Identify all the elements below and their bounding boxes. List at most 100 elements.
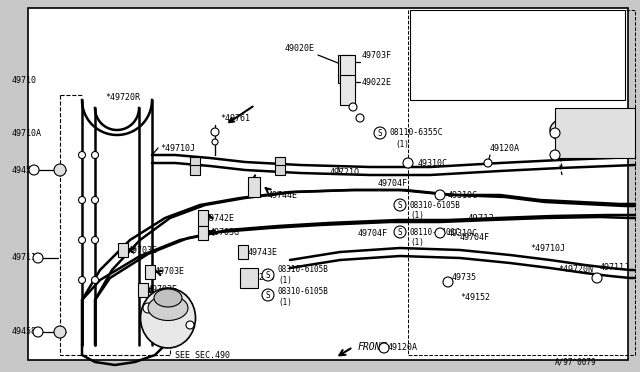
Bar: [190, 157, 200, 167]
Text: 08310-6105B: 08310-6105B: [278, 288, 329, 296]
Text: 49704F: 49704F: [460, 232, 490, 241]
Text: FRONT: FRONT: [358, 342, 387, 352]
Circle shape: [550, 128, 560, 138]
Text: (1): (1): [395, 140, 409, 148]
Bar: [275, 157, 285, 167]
Ellipse shape: [550, 112, 630, 148]
Bar: [340, 75, 355, 105]
Bar: [198, 226, 208, 240]
Text: *49720R: *49720R: [105, 93, 140, 102]
Text: 49022E: 49022E: [362, 77, 392, 87]
Bar: [338, 55, 352, 83]
Text: 49703E: 49703E: [128, 246, 158, 254]
Circle shape: [550, 150, 560, 160]
Bar: [240, 268, 258, 288]
Text: S: S: [397, 201, 403, 209]
Ellipse shape: [141, 288, 195, 348]
Text: (1): (1): [278, 276, 292, 285]
Circle shape: [212, 139, 218, 145]
Bar: [238, 245, 248, 259]
Text: 49721Q: 49721Q: [330, 167, 360, 176]
Ellipse shape: [148, 295, 188, 321]
Text: 08310-6105B: 08310-6105B: [410, 201, 461, 209]
Text: (1)PART CODE 49721Q CONSISTS OF: (1)PART CODE 49721Q CONSISTS OF: [414, 33, 565, 42]
Text: 08110-6355C: 08110-6355C: [390, 128, 444, 137]
Text: *49152: *49152: [460, 294, 490, 302]
Text: 08110-8401C: 08110-8401C: [410, 228, 461, 237]
Bar: [340, 55, 355, 87]
Text: (2)PART CODE 49713 CONSISTS OF: (2)PART CODE 49713 CONSISTS OF: [414, 65, 560, 74]
Bar: [410, 10, 625, 100]
Circle shape: [394, 199, 406, 211]
Circle shape: [92, 276, 99, 283]
Circle shape: [143, 303, 153, 313]
Text: S: S: [378, 128, 382, 138]
Text: 49703F: 49703F: [362, 51, 392, 60]
Circle shape: [443, 277, 453, 287]
Circle shape: [79, 151, 86, 158]
Circle shape: [92, 196, 99, 203]
Circle shape: [92, 237, 99, 244]
Text: (1): (1): [278, 298, 292, 307]
Circle shape: [349, 103, 357, 111]
Text: 49743E: 49743E: [248, 247, 278, 257]
Bar: [138, 283, 148, 297]
Ellipse shape: [154, 289, 182, 307]
Text: 49742E: 49742E: [205, 214, 235, 222]
Circle shape: [54, 164, 66, 176]
Bar: [118, 243, 128, 257]
Bar: [275, 165, 285, 175]
Text: *49761: *49761: [220, 113, 250, 122]
Circle shape: [592, 273, 602, 283]
Text: 49120A: 49120A: [388, 343, 418, 353]
Circle shape: [262, 269, 274, 281]
Circle shape: [186, 321, 194, 329]
Text: 49703G: 49703G: [210, 228, 240, 237]
Circle shape: [403, 158, 413, 168]
Text: *MARKED PARTS.: *MARKED PARTS.: [414, 49, 497, 58]
Bar: [248, 177, 260, 197]
Text: SEE SEC.490: SEE SEC.490: [175, 350, 230, 359]
Circle shape: [484, 159, 492, 167]
Text: 49458: 49458: [12, 327, 37, 337]
Text: 49713: 49713: [468, 214, 495, 222]
Text: 49711J: 49711J: [12, 253, 42, 263]
Bar: [340, 73, 350, 81]
Text: *49720N: *49720N: [558, 266, 593, 275]
Text: 49711J: 49711J: [600, 263, 630, 273]
Text: S: S: [266, 270, 270, 279]
Circle shape: [33, 327, 43, 337]
Text: *49710J: *49710J: [530, 244, 565, 253]
Text: A/97^0079: A/97^0079: [555, 357, 596, 366]
Circle shape: [79, 196, 86, 203]
Text: 08310-6105B: 08310-6105B: [278, 266, 329, 275]
Text: 49310C: 49310C: [448, 190, 478, 199]
Text: NOTES;: NOTES;: [414, 17, 444, 26]
Text: (1): (1): [410, 211, 424, 219]
Circle shape: [374, 127, 386, 139]
Text: 49120A: 49120A: [490, 144, 520, 153]
Circle shape: [29, 165, 39, 175]
Circle shape: [379, 343, 389, 353]
Text: 49704F: 49704F: [358, 228, 388, 237]
Bar: [340, 59, 350, 67]
Text: 49458: 49458: [12, 166, 37, 174]
Text: 49710A: 49710A: [12, 128, 42, 138]
Circle shape: [79, 276, 86, 283]
Text: 49704F: 49704F: [378, 179, 408, 187]
Text: S: S: [266, 291, 270, 299]
Text: 49744E: 49744E: [268, 190, 298, 199]
Circle shape: [435, 228, 445, 238]
Bar: [198, 210, 208, 226]
Bar: [555, 108, 635, 158]
Text: 49310C: 49310C: [418, 158, 448, 167]
Circle shape: [54, 326, 66, 338]
Circle shape: [79, 237, 86, 244]
Text: S: S: [397, 228, 403, 237]
Circle shape: [262, 289, 274, 301]
Circle shape: [394, 226, 406, 238]
Bar: [145, 265, 155, 279]
Circle shape: [435, 190, 445, 200]
Text: 49310C: 49310C: [448, 228, 478, 237]
Circle shape: [92, 151, 99, 158]
